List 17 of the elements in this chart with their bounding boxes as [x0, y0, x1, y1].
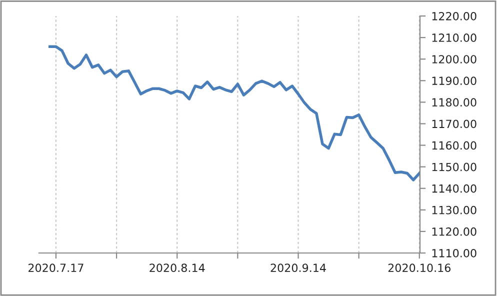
y-tick-label: 1110.00	[432, 248, 476, 258]
x-tick-label: 2020.8.14	[150, 264, 205, 272]
y-tick-label: 1190.00	[432, 76, 476, 86]
y-tick-label: 1200.00	[432, 55, 476, 64]
y-tick-label: 1220.00	[432, 12, 476, 20]
y-tick-label: 1130.00	[432, 206, 476, 214]
x-tick-label: 2020.7.17	[28, 264, 84, 272]
y-tick-label: 1180.00	[432, 98, 476, 107]
x-tick-label: 2020.9.14	[270, 264, 326, 272]
line-series	[48, 45, 420, 182]
y-tick-label: 1210.00	[432, 34, 476, 42]
y-tick-label: 1120.00	[432, 227, 476, 236]
y-tick-label: 1150.00	[432, 162, 476, 172]
y-tick-label: 1170.00	[432, 120, 476, 128]
y-tick-label: 1160.00	[432, 141, 476, 150]
x-tick-label: 2020.10.16	[388, 264, 451, 272]
y-tick-label: 1140.00	[432, 184, 476, 193]
